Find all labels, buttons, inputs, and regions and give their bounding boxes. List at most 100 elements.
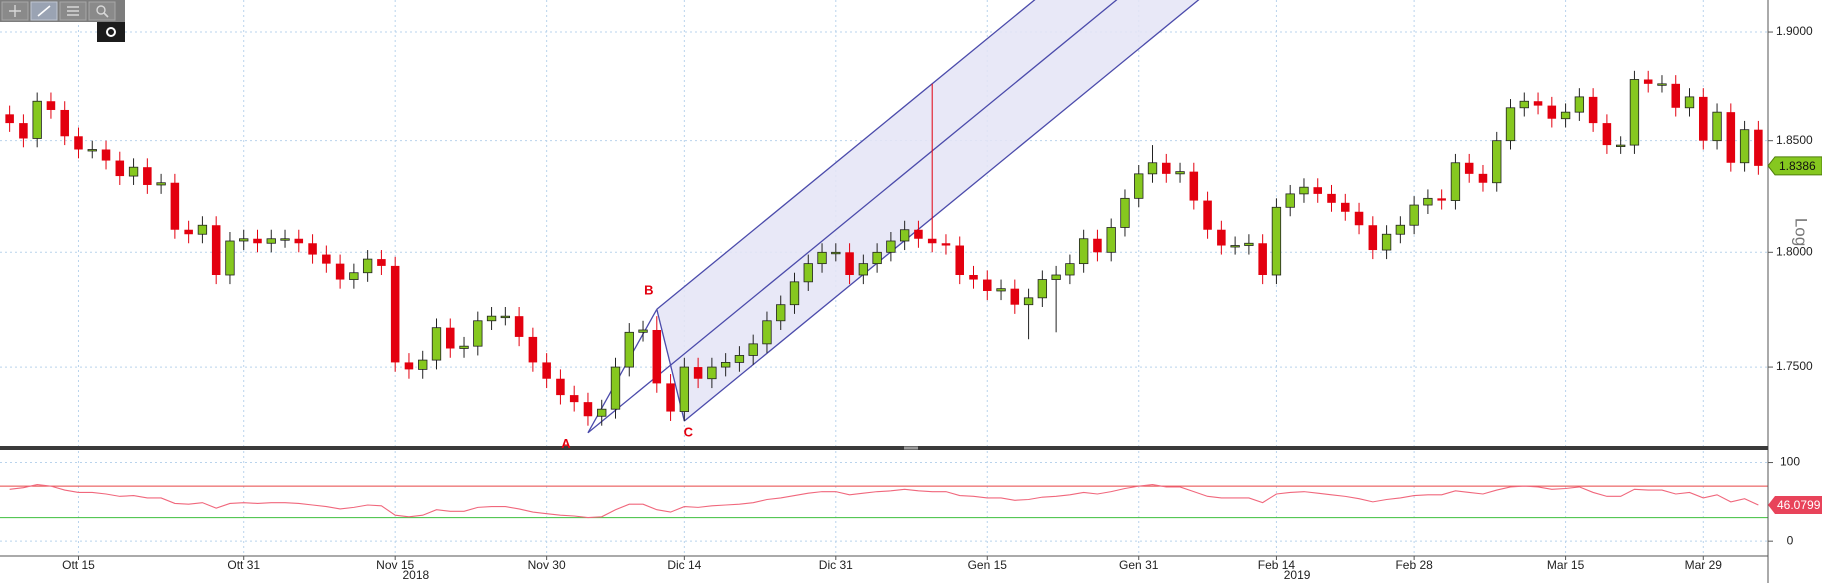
candle-body	[914, 229, 923, 239]
candle-body	[955, 245, 965, 275]
candle-body	[1010, 288, 1020, 305]
grid	[0, 0, 1768, 555]
year-label: 2019	[1284, 568, 1311, 582]
indicator-tick-label: 100	[1780, 455, 1800, 469]
candle-body	[1754, 129, 1763, 166]
candle-body	[624, 331, 634, 368]
candle-body	[872, 251, 882, 265]
candle-body	[941, 243, 951, 246]
candle-body	[473, 320, 483, 347]
candle-body	[431, 327, 442, 361]
settings-button[interactable]	[97, 22, 125, 42]
candle-body	[1574, 96, 1585, 113]
candle-body	[1395, 224, 1406, 235]
candle-body	[1560, 111, 1571, 120]
candle-body	[266, 238, 276, 244]
candle-body	[762, 320, 772, 345]
candle-body	[19, 123, 28, 139]
candle-body	[1134, 173, 1144, 199]
settings-icon	[106, 27, 116, 37]
last-price-tag	[1767, 156, 1822, 176]
candle-body	[1162, 162, 1171, 174]
candle-body	[390, 265, 400, 363]
candle-body	[404, 362, 414, 370]
candle-body	[1023, 297, 1034, 306]
axis-scale-label: Log	[1792, 218, 1811, 246]
candle-body	[1051, 274, 1061, 280]
candle-body	[459, 345, 469, 349]
x-tick-label: Dic 31	[819, 558, 853, 572]
candle-body	[349, 272, 359, 280]
candle-body	[899, 229, 910, 242]
candle-body	[528, 336, 538, 363]
candle-body	[707, 366, 717, 380]
candle-body	[308, 243, 317, 255]
candle-body	[418, 359, 428, 370]
x-tick-label: Gen 31	[1119, 558, 1159, 572]
candle-body	[831, 251, 841, 255]
candle-body	[638, 329, 648, 333]
candle-body	[1643, 79, 1653, 84]
candle-body	[583, 402, 593, 417]
candle-body	[1684, 96, 1695, 109]
x-tick-label: Nov 30	[528, 558, 566, 572]
x-tick-label: Nov 15	[376, 558, 414, 572]
candle-body	[1629, 79, 1640, 146]
candle-body	[128, 166, 139, 177]
pitchfork-point-label: C	[684, 424, 694, 439]
pitchfork-median	[587, 0, 1118, 434]
candle-body	[734, 355, 745, 363]
candle-body	[5, 114, 14, 124]
splitter-handle[interactable]	[904, 446, 918, 450]
last-price-label: 1.8386	[1779, 159, 1816, 173]
candle-body	[927, 238, 937, 244]
y-tick-label: 1.9000	[1776, 24, 1813, 38]
x-tick-label: Gen 15	[968, 558, 1008, 572]
candle-body	[101, 149, 111, 161]
candle-body	[542, 362, 551, 379]
candle-body	[184, 229, 193, 235]
candle-body	[720, 362, 731, 368]
zoom-button[interactable]	[88, 1, 116, 21]
pitchfork-upper	[656, 0, 1036, 310]
indicator-panel	[0, 484, 1768, 519]
candle-body	[679, 366, 690, 412]
candle-body	[1299, 186, 1309, 195]
candle-body	[610, 366, 621, 410]
y-tick-label: 1.7500	[1776, 359, 1813, 373]
candle-body	[377, 259, 386, 266]
candle-body	[1615, 144, 1626, 147]
candle-body	[1093, 238, 1102, 253]
candle-body	[170, 182, 180, 230]
candle-body	[1478, 173, 1488, 183]
candle-body	[1588, 96, 1598, 124]
candle-body	[1327, 193, 1336, 203]
candle-body	[1739, 129, 1750, 164]
candle-body	[1368, 225, 1378, 251]
candle-body	[983, 279, 992, 291]
candle-body	[1175, 171, 1185, 175]
candle-body	[652, 329, 662, 384]
candle-body	[845, 252, 854, 275]
candle-body	[886, 240, 896, 253]
candle-body	[1065, 263, 1075, 276]
candle-body	[1271, 206, 1282, 276]
candle-body	[197, 224, 208, 235]
candle-body	[335, 263, 345, 280]
pitchfork-lower	[683, 0, 1200, 422]
candle-body	[87, 149, 97, 152]
candle-body	[969, 274, 978, 280]
candle-body	[1203, 200, 1212, 230]
candle-body	[1699, 96, 1708, 141]
candle-body	[1258, 243, 1267, 275]
candle-body	[74, 136, 83, 150]
year-label: 2018	[402, 568, 429, 582]
candle-body	[1106, 227, 1116, 253]
candle-body	[597, 408, 607, 417]
candle-body	[253, 238, 262, 244]
candle-body	[996, 288, 1006, 292]
candle-body	[322, 254, 331, 264]
